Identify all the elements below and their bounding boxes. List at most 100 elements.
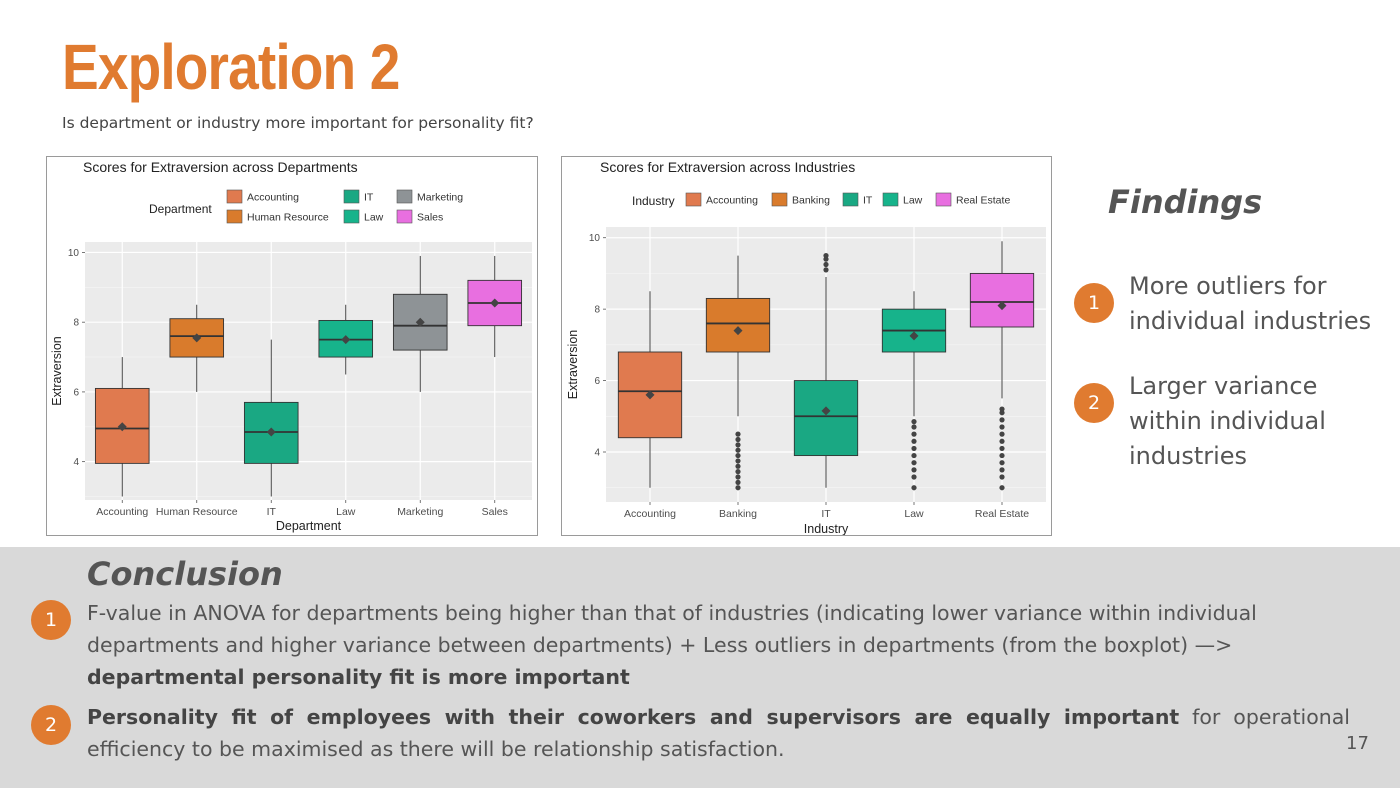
mean-marker bbox=[341, 335, 351, 345]
outlier-point bbox=[999, 406, 1005, 412]
legend-swatch bbox=[226, 189, 243, 204]
mean-marker bbox=[415, 317, 425, 327]
legend-swatch bbox=[343, 209, 360, 224]
outlier-point bbox=[911, 419, 917, 425]
x-tick-label: Law bbox=[904, 508, 924, 520]
legend-swatch bbox=[226, 209, 243, 224]
slide-title: Exploration 2 bbox=[62, 31, 400, 103]
outlier-point bbox=[911, 452, 917, 459]
legend-title: Department bbox=[149, 202, 212, 216]
outlier-point bbox=[735, 469, 741, 475]
department-boxplot-chart: Scores for Extraversion across Departmen… bbox=[46, 156, 538, 536]
outlier-point bbox=[735, 442, 741, 448]
box bbox=[793, 380, 859, 457]
legend-title: Industry bbox=[632, 194, 675, 208]
outlier-point bbox=[999, 431, 1005, 437]
conclusion-item-text: for operational efficiency to be maximis… bbox=[87, 705, 1350, 761]
conclusion-item-emphasis: departmental personality fit is more imp… bbox=[87, 665, 630, 689]
conclusion-item-emphasis: Personality fit of employees with their … bbox=[87, 705, 1180, 729]
outlier-point bbox=[999, 445, 1005, 452]
x-tick-label: Sales bbox=[482, 506, 508, 518]
legend-swatch bbox=[343, 189, 360, 204]
outlier-point bbox=[735, 436, 741, 443]
legend-swatch bbox=[771, 192, 788, 207]
mean-marker bbox=[266, 427, 276, 437]
legend-swatch bbox=[882, 192, 899, 207]
legend-swatch bbox=[842, 192, 859, 207]
chart-title: Scores for Extraversion across Departmen… bbox=[83, 159, 358, 175]
outlier-point bbox=[999, 410, 1005, 416]
x-axis-label: Department bbox=[276, 519, 342, 533]
outlier-point bbox=[999, 467, 1005, 473]
findings-title: Findings bbox=[1108, 183, 1263, 221]
outlier-point bbox=[911, 474, 917, 480]
outlier-point bbox=[911, 467, 917, 473]
outlier-point bbox=[911, 431, 917, 437]
outlier-point bbox=[823, 256, 829, 262]
x-tick-label: Accounting bbox=[96, 506, 148, 518]
finding-text: Larger variance within individual indust… bbox=[1129, 372, 1326, 470]
outlier-point bbox=[735, 458, 741, 464]
mean-marker bbox=[909, 331, 919, 341]
legend-label: IT bbox=[863, 195, 873, 207]
mean-marker bbox=[821, 406, 831, 416]
legend-label: IT bbox=[364, 192, 374, 204]
outlier-point bbox=[735, 452, 741, 459]
conclusion-item-2: Personality fit of employees with their … bbox=[87, 701, 1350, 765]
x-tick-label: Law bbox=[336, 506, 356, 518]
legend-swatch bbox=[396, 189, 413, 204]
mean-marker bbox=[117, 422, 127, 432]
outlier-point bbox=[823, 261, 829, 268]
mean-marker bbox=[733, 326, 743, 336]
x-tick-label: IT bbox=[267, 506, 277, 518]
outlier-point bbox=[735, 447, 741, 453]
legend-label: Law bbox=[364, 212, 384, 224]
outlier-point bbox=[735, 463, 741, 469]
slide-subtitle: Is department or industry more important… bbox=[62, 114, 534, 132]
mean-marker bbox=[490, 298, 500, 308]
y-tick-label: 4 bbox=[594, 448, 600, 459]
y-tick-label: 6 bbox=[73, 387, 79, 398]
legend-label: Sales bbox=[417, 212, 443, 224]
conclusion-title: Conclusion bbox=[87, 555, 283, 593]
outlier-point bbox=[999, 485, 1005, 491]
page-number: 17 bbox=[1346, 733, 1369, 754]
finding-number-badge: 2 bbox=[1074, 383, 1114, 423]
outlier-point bbox=[735, 431, 741, 437]
outlier-point bbox=[911, 485, 917, 491]
legend-label: Banking bbox=[792, 195, 830, 207]
box bbox=[969, 272, 1035, 328]
y-axis-label: Extraversion bbox=[566, 330, 580, 400]
legend-label: Accounting bbox=[706, 195, 758, 207]
legend-label: Real Estate bbox=[956, 195, 1010, 207]
plot-panel bbox=[85, 242, 532, 500]
y-axis-label: Extraversion bbox=[50, 336, 64, 406]
y-tick-label: 4 bbox=[73, 457, 79, 468]
mean-marker bbox=[997, 301, 1007, 311]
legend-swatch bbox=[396, 209, 413, 224]
outlier-point bbox=[999, 438, 1005, 444]
legend-label: Human Resource bbox=[247, 212, 329, 224]
y-tick-label: 8 bbox=[594, 305, 600, 316]
conclusion-item-1: F-value in ANOVA for departments being h… bbox=[87, 597, 1350, 693]
legend-label: Marketing bbox=[417, 192, 463, 204]
y-tick-label: 10 bbox=[589, 233, 601, 244]
x-tick-label: IT bbox=[821, 508, 831, 520]
x-tick-label: Real Estate bbox=[975, 508, 1029, 520]
outlier-point bbox=[999, 424, 1005, 430]
conclusion-panel: Conclusion 1 F-value in ANOVA for depart… bbox=[0, 547, 1400, 788]
legend-label: Accounting bbox=[247, 192, 299, 204]
legend-label: Law bbox=[903, 195, 923, 207]
outlier-point bbox=[735, 474, 741, 480]
x-tick-label: Marketing bbox=[397, 506, 443, 518]
box bbox=[705, 297, 771, 353]
industry-boxplot-svg: Scores for Extraversion across Industrie… bbox=[566, 159, 1046, 535]
outlier-point bbox=[999, 460, 1005, 466]
industry-boxplot-chart: Scores for Extraversion across Industrie… bbox=[561, 156, 1052, 536]
outlier-point bbox=[999, 417, 1005, 423]
legend-swatch bbox=[685, 192, 702, 207]
department-boxplot-svg: Scores for Extraversion across Departmen… bbox=[50, 159, 532, 533]
conclusion-number-badge: 2 bbox=[31, 705, 71, 745]
outlier-point bbox=[911, 424, 917, 430]
finding-number-badge: 1 bbox=[1074, 283, 1114, 323]
